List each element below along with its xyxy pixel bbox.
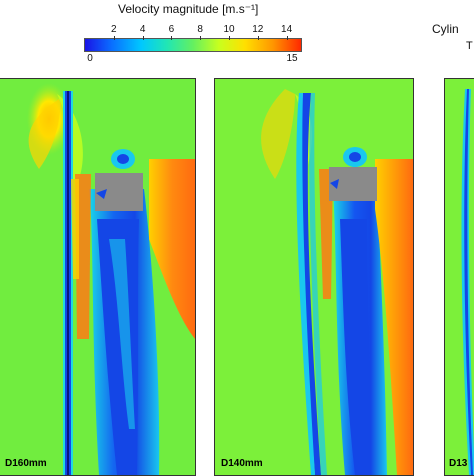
colorbar-tick-label: 8 [197,24,203,35]
velocity-field-2 [215,79,413,475]
colorbar-tick-label: 12 [252,24,264,35]
colorbar-tick-mark [286,36,288,40]
colorbar-tick-label: 10 [223,24,235,35]
panel-label-2: D140mm [221,458,263,469]
colorbar-tick-mark [113,36,115,40]
velocity-field-3 [445,79,474,475]
colorbar-min-label: 0 [87,53,93,64]
panel-title-partial: Cylin [432,22,459,36]
flow-panel-1: D160mm [0,78,196,476]
colorbar-tick-mark [257,36,259,40]
colorbar-tick-mark [142,36,144,40]
flow-panel-3: D13 [444,78,474,476]
panel-label-1: D160mm [5,458,47,469]
colorbar-title: Velocity magnitude [m.s⁻¹] [118,2,259,16]
flow-panel-2: D140mm [214,78,414,476]
colorbar [84,38,302,52]
colorbar-tick-mark [229,36,230,40]
colorbar-max-label: 15 [286,53,298,64]
colorbar-tick-label: 2 [111,24,117,35]
colorbar-tick-label: 14 [281,24,293,35]
colorbar-tick-label: 4 [139,24,146,35]
colorbar-tick-mark [171,36,173,40]
panel-subtitle-partial: T [466,40,473,52]
panel-label-3: D13 [449,458,468,469]
colorbar-tick-mark [200,36,202,40]
velocity-field-1 [0,79,195,475]
colorbar-tick-label: 6 [168,24,175,35]
